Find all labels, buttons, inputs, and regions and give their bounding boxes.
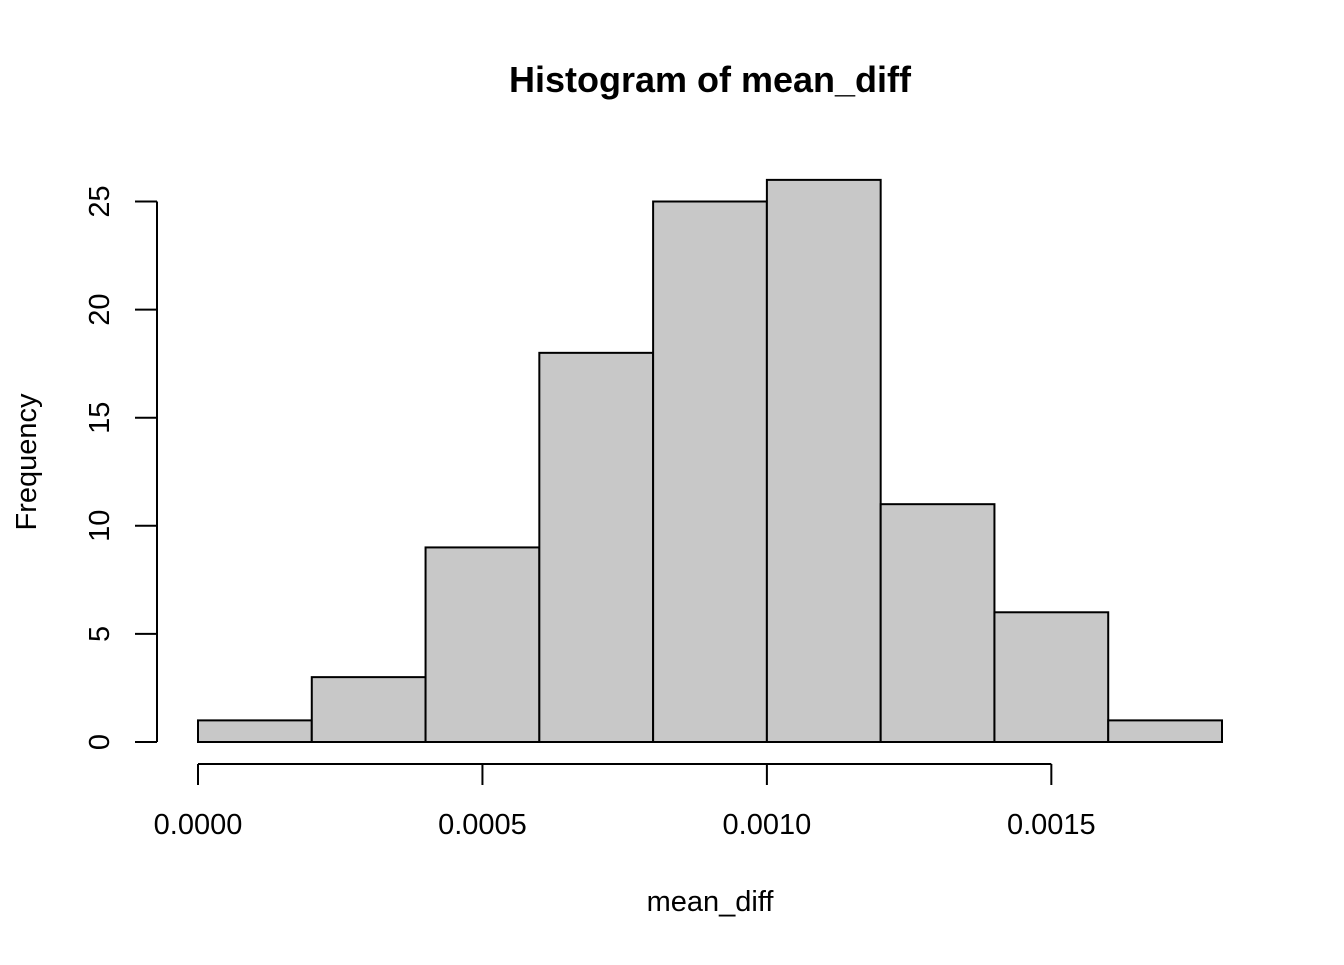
y-tick-label: 10 [84, 510, 116, 542]
histogram-bar [879, 503, 996, 743]
histogram-bar [538, 351, 655, 743]
y-axis: 0 5 10 15 20 25 [84, 185, 158, 750]
y-tick-label: 25 [84, 185, 116, 217]
histogram-bar [993, 611, 1110, 744]
histogram-bar [197, 719, 313, 744]
x-tick-label: 0.0010 [723, 809, 812, 841]
histogram-bars [197, 178, 1223, 744]
y-tick-label: 20 [84, 293, 116, 325]
y-tick-label: 5 [84, 626, 116, 642]
histogram-bar [652, 200, 768, 743]
x-tick-label: 0.0000 [154, 809, 243, 841]
y-tick-label: 15 [84, 402, 116, 434]
histogram-bar [765, 178, 882, 743]
x-axis-label: mean_diff [647, 886, 775, 918]
y-tick-label: 0 [84, 734, 116, 750]
x-tick-label: 0.0015 [1007, 809, 1096, 841]
x-tick-label: 0.0005 [438, 809, 527, 841]
histogram-bar [424, 546, 541, 743]
histogram-bar [310, 676, 427, 744]
histogram-bar [1107, 719, 1223, 744]
y-axis-label: Frequency [11, 393, 43, 531]
chart-title: Histogram of mean_diff [509, 59, 912, 100]
x-axis: 0.0000 0.0005 0.0010 0.0015 [154, 763, 1096, 841]
